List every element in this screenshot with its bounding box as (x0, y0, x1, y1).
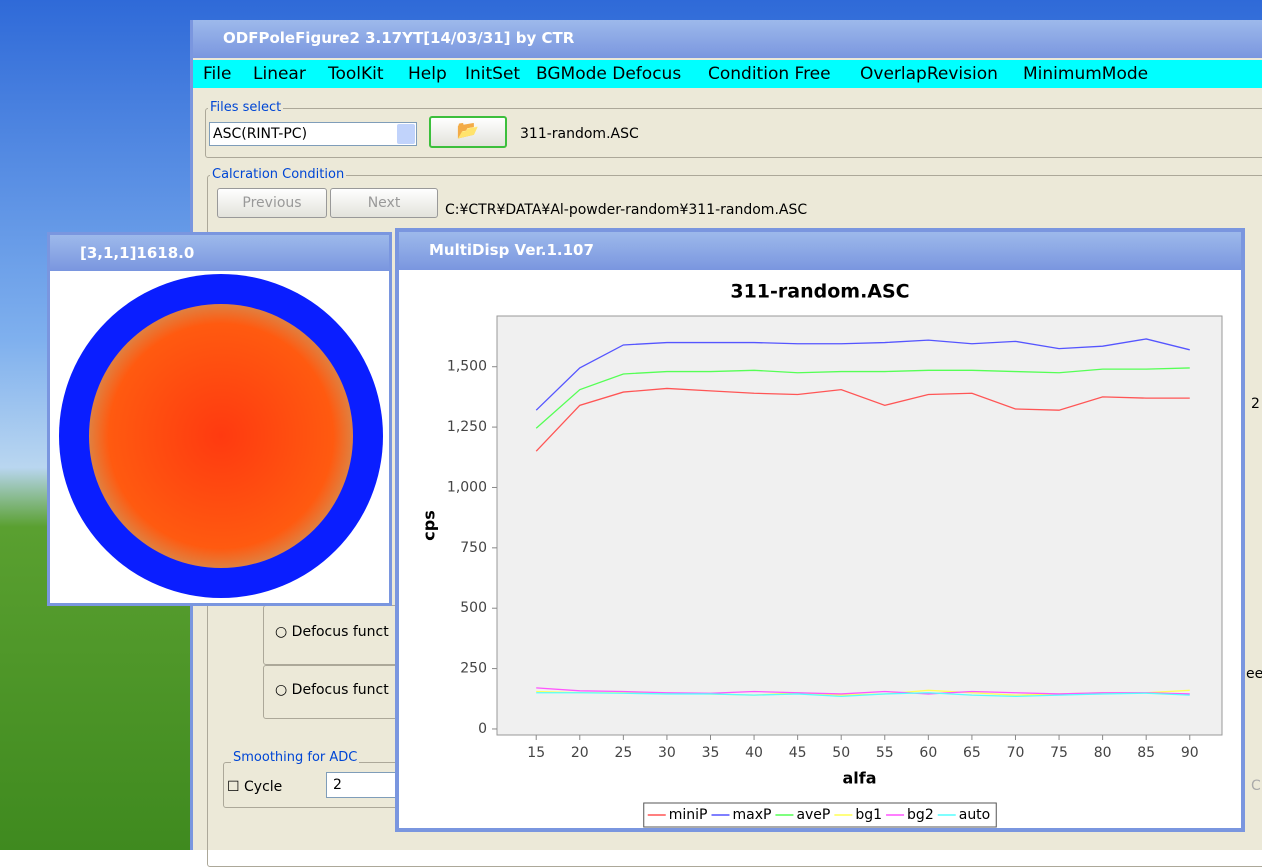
x-tick-label: 70 (1007, 745, 1025, 761)
menu-item[interactable]: InitSet (465, 60, 520, 88)
menu-item[interactable]: OverlapRevision (860, 60, 998, 88)
legend-label: miniP (669, 807, 708, 823)
edge-text: C (1251, 778, 1261, 794)
y-tick-label: 1,000 (447, 479, 487, 495)
x-tick-label: 65 (963, 745, 981, 761)
menu-item[interactable]: Help (408, 60, 447, 88)
chart-window: MultiDisp Ver.1.107 311-random.ASC 0 250 50… (395, 228, 1245, 832)
checkbox[interactable]: ☐ Cycle (227, 779, 282, 795)
chart-title: 311-random.ASC (730, 281, 909, 303)
plot-area (497, 316, 1222, 735)
window-title: ODFPoleFigure2 3.17YT[14/03/31] by CTR (223, 29, 574, 47)
group-label: Calcration Condition (210, 167, 346, 182)
page: ODFPoleFigure2 3.17YT[14/03/31] by CTR F… (0, 0, 1262, 850)
x-tick-label: 80 (1094, 745, 1112, 761)
open-button[interactable]: 📂 (429, 116, 507, 148)
menu-item[interactable]: MinimumMode (1023, 60, 1148, 88)
button-label: Next (368, 195, 401, 211)
x-tick-label: 90 (1181, 745, 1199, 761)
x-tick-label: 40 (745, 745, 763, 761)
combo-value: 2 (333, 777, 342, 793)
legend-label: bg1 (855, 807, 882, 823)
x-tick-label: 25 (614, 745, 632, 761)
x-tick-label: 20 (571, 745, 589, 761)
y-tick-label: 0 (478, 721, 487, 737)
format-combo[interactable]: ASC(RINT-PC) (209, 122, 417, 146)
menu-item[interactable]: ToolKit (328, 60, 384, 88)
title-bar: [3,1,1]1618.0 (50, 235, 389, 271)
radio[interactable]: ○ Defocus funct (275, 682, 389, 698)
x-tick-label: 75 (1050, 745, 1068, 761)
edge-text: 2 (1251, 396, 1260, 412)
checkbox-label: Cycle (244, 779, 282, 795)
radio-label: Defocus funct (292, 682, 389, 698)
title-bar: ODFPoleFigure2 3.17YT[14/03/31] by CTR (193, 20, 1262, 58)
previous-button[interactable]: Previous (217, 188, 327, 218)
y-tick-label: 1,500 (447, 359, 487, 375)
legend-label: auto (959, 807, 991, 823)
y-axis-label: cps (420, 510, 439, 540)
menu-item[interactable]: BGMode Defocus (536, 60, 681, 88)
file-name: 311-random.ASC (520, 126, 639, 142)
combo-arrow (397, 124, 415, 144)
radio[interactable]: ○ Defocus funct (275, 624, 389, 640)
edge-text: ee (1246, 666, 1262, 682)
legend-label: aveP (796, 807, 830, 823)
window-title: MultiDisp Ver.1.107 (429, 241, 594, 259)
title-bar: MultiDisp Ver.1.107 (399, 232, 1241, 270)
button-label: Previous (242, 195, 301, 211)
x-tick-label: 15 (527, 745, 545, 761)
menu-item[interactable]: Condition Free (708, 60, 831, 88)
window-title: [3,1,1]1618.0 (80, 244, 194, 262)
legend-label: bg2 (907, 807, 934, 823)
x-tick-label: 45 (789, 745, 807, 761)
pole-window: [3,1,1]1618.0 (47, 232, 392, 606)
x-tick-label: 30 (658, 745, 676, 761)
radio-label: Defocus funct (292, 624, 389, 640)
group-label: Files select (208, 100, 283, 115)
x-tick-label: 35 (702, 745, 720, 761)
menu-item[interactable]: File (203, 60, 231, 88)
cycle-combo[interactable]: 2 (326, 772, 406, 798)
x-axis-label: alfa (842, 769, 876, 788)
chart: 311-random.ASC 0 250 500 750 1,000 1,250 1,500 1… (400, 268, 1240, 830)
x-tick-label: 60 (919, 745, 937, 761)
y-tick-label: 750 (460, 540, 487, 556)
group-label: Smoothing for ADC (231, 750, 359, 765)
file-path: C:¥CTR¥DATA¥Al-powder-random¥311-random.… (445, 202, 807, 218)
x-tick-label: 85 (1137, 745, 1155, 761)
menu-item[interactable]: Linear (253, 60, 306, 88)
y-tick-label: 1,250 (447, 419, 487, 435)
pole-inner (89, 304, 353, 568)
y-tick-label: 500 (460, 600, 487, 616)
combo-value: ASC(RINT-PC) (213, 126, 307, 142)
pole-figure (50, 271, 389, 603)
x-tick-label: 50 (832, 745, 850, 761)
x-tick-label: 55 (876, 745, 894, 761)
legend-label: maxP (732, 807, 771, 823)
y-tick-label: 250 (460, 661, 487, 677)
next-button[interactable]: Next (330, 188, 438, 218)
menu-bar: File Linear ToolKit Help InitSet BGMode … (193, 60, 1262, 88)
